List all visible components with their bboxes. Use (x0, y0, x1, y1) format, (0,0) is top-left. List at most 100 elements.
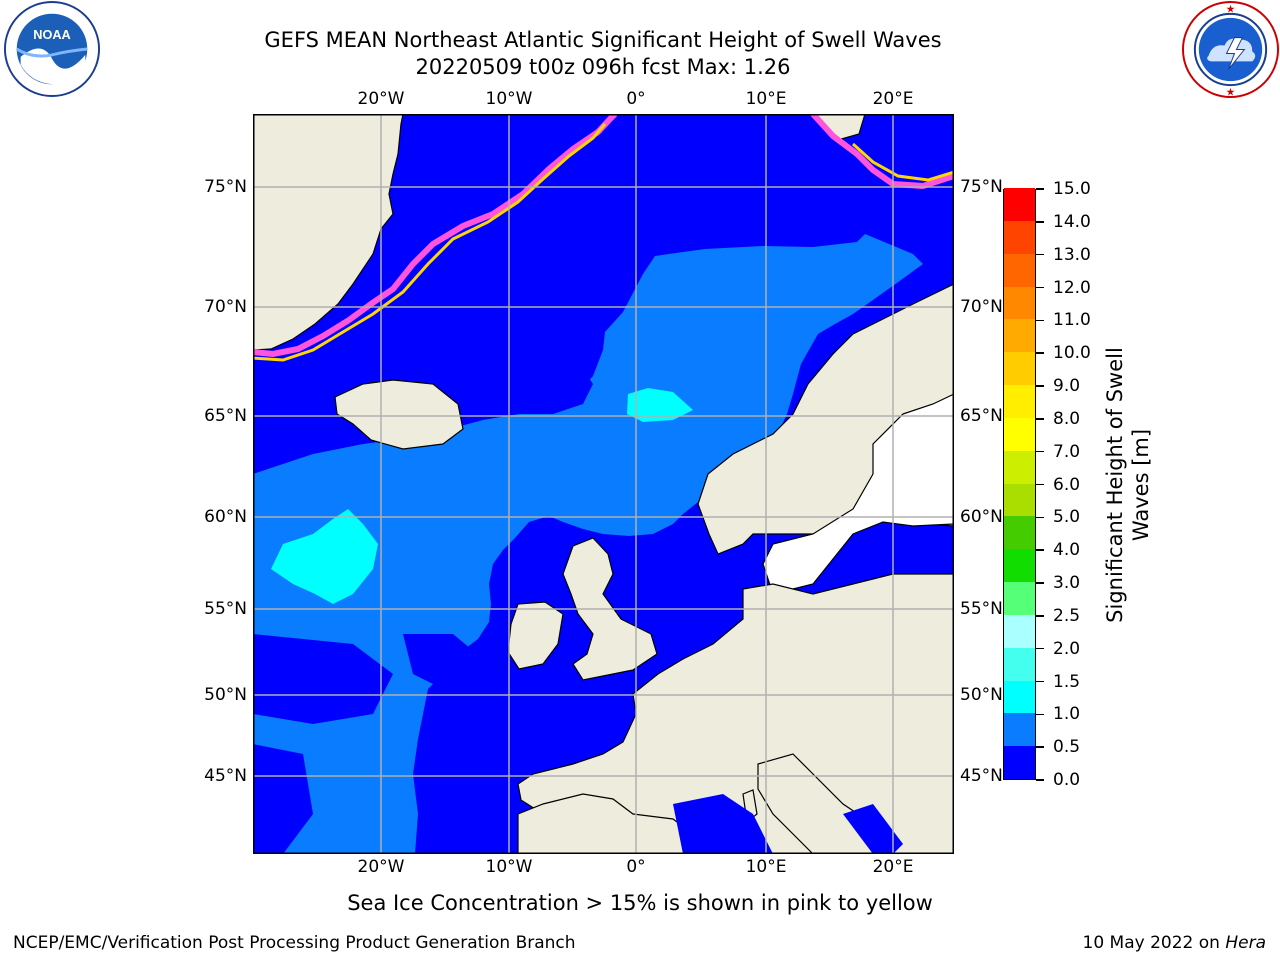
svg-text:★: ★ (1227, 4, 1236, 14)
lat-label-65n: 65°N (204, 406, 247, 426)
map-title: GEFS MEAN Northeast Atlantic Significant… (264, 28, 942, 52)
colorbar-tick-label: 9.0 (1053, 376, 1081, 396)
colorbar-tick-label: 1.5 (1053, 671, 1081, 692)
swell-0-0.5-patch (253, 634, 393, 724)
mediterranean-sea (673, 794, 773, 854)
colorbar-tick-mark (1036, 450, 1044, 453)
swell-1.0-1.5-patch (627, 388, 693, 422)
colorbar-segment (1004, 712, 1035, 747)
colorbar-tick-mark (1036, 286, 1044, 289)
colorbar-tick-label: 1.0 (1053, 704, 1081, 725)
footer-credit: NCEP/EMC/Verification Post Processing Pr… (13, 933, 576, 953)
lat-label-55n: 55°N (204, 599, 247, 619)
map-border (253, 114, 954, 854)
colorbar-tick-mark (1036, 319, 1044, 322)
colorbar-title: Significant Height of Swell Waves [m] (1103, 347, 1153, 623)
lat-label-60n-right: 60°N (960, 507, 1003, 527)
lon-label-20w-bottom: 20°W (357, 857, 405, 877)
iceland-land (334, 379, 464, 450)
lat-label-70n-right: 70°N (960, 297, 1003, 317)
colorbar-tick-mark (1036, 779, 1044, 781)
colorbar-segment (1004, 253, 1035, 287)
lon-label-20w-top: 20°W (357, 89, 405, 109)
swell-0-0.5-patch (253, 744, 313, 854)
swell-0-0.5-patch (503, 354, 593, 414)
colorbar-tick-label: 14.0 (1053, 211, 1091, 232)
swell-0-0.5-patch (403, 634, 483, 689)
colorbar-segment (1004, 581, 1035, 615)
lat-label-50n: 50°N (204, 685, 247, 705)
lat-label-45n: 45°N (204, 766, 247, 786)
greenland-land (253, 114, 404, 351)
colorbar-segment (1004, 220, 1035, 254)
lon-label-20e-bottom: 20°E (872, 857, 914, 877)
lon-label-20e-top: 20°E (872, 89, 914, 109)
sea-ice-greenland-edge (253, 114, 618, 358)
colorbar-segment (1004, 318, 1035, 353)
colorbar-tick-mark (1036, 253, 1044, 256)
colorbar-tick-label: 13.0 (1053, 244, 1091, 265)
lat-label-45n-right: 45°N (960, 766, 1003, 786)
colorbar-segment (1004, 745, 1035, 779)
colorbar-tick-mark (1036, 647, 1044, 650)
nws-logo: ★ ★ (1181, 0, 1280, 99)
colorbar-tick-label: 15.0 (1053, 179, 1091, 199)
colorbar-segment (1004, 450, 1035, 484)
colorbar-tick-mark (1036, 483, 1044, 486)
colorbar (1003, 187, 1036, 780)
swell-height-map (253, 114, 954, 854)
lat-label-55n-right: 55°N (960, 599, 1003, 619)
colorbar-tick-mark (1036, 680, 1044, 683)
lat-label-60n: 60°N (204, 507, 247, 527)
footer-host: Hera (1225, 933, 1266, 953)
baltic-water (762, 393, 954, 595)
colorbar-segment (1004, 483, 1035, 517)
colorbar-segment (1004, 187, 1035, 221)
lat-label-70n: 70°N (204, 297, 247, 317)
noaa-logo: NOAA (3, 0, 101, 98)
lon-label-10w-top: 10°W (485, 89, 533, 109)
colorbar-tick-mark (1036, 549, 1044, 551)
landmass-group (253, 114, 954, 854)
adriatic-sea (843, 804, 903, 854)
colorbar-segment (1004, 384, 1035, 418)
colorbar-tick-label: 3.0 (1053, 573, 1081, 593)
swell-0.5-1.0-region (253, 234, 923, 854)
colorbar-segment (1004, 548, 1035, 582)
colorbar-tick-mark (1036, 352, 1044, 354)
colorbar-tick-mark (1036, 418, 1044, 420)
colorbar-tick-mark (1036, 188, 1044, 190)
swell-1.0-1.5-patch (271, 509, 378, 604)
sea-ice-note: Sea Ice Concentration > 15% is shown in … (347, 891, 933, 915)
noaa-logo-text: NOAA (33, 27, 71, 42)
lat-label-65n-right: 65°N (960, 406, 1003, 426)
colorbar-segment (1004, 417, 1035, 451)
colorbar-segment (1004, 351, 1035, 385)
lon-label-0-bottom: 0° (626, 857, 646, 877)
colorbar-tick-mark (1036, 385, 1044, 387)
colorbar-tick-label: 12.0 (1053, 277, 1091, 298)
lon-label-10e-bottom: 10°E (745, 857, 787, 877)
map-canvas (253, 114, 954, 854)
colorbar-tick-mark (1036, 582, 1044, 584)
colorbar-segment (1004, 680, 1035, 714)
colorbar-tick-label: 2.0 (1053, 638, 1081, 659)
lat-label-75n: 75°N (204, 177, 247, 197)
svg-text:★: ★ (1227, 87, 1236, 97)
colorbar-segment (1004, 515, 1035, 550)
colorbar-tick-mark (1036, 713, 1044, 716)
lon-label-10e-top: 10°E (745, 89, 787, 109)
colorbar-tick-label: 0.5 (1053, 737, 1081, 758)
colorbar-tick-label: 10.0 (1053, 343, 1091, 364)
colorbar-tick-label: 0.0 (1053, 770, 1081, 790)
lon-label-0-top: 0° (626, 89, 646, 109)
colorbar-segment (1004, 647, 1035, 681)
italy-land (757, 753, 884, 854)
colorbar-tick-label: 4.0 (1053, 540, 1081, 561)
europe-land (517, 573, 954, 854)
footer-date: 10 May 2022 on Hera (1083, 933, 1267, 953)
sea-ice-edge (253, 114, 954, 362)
colorbar-tick-mark (1036, 516, 1044, 519)
forecast-subtitle: 20220509 t00z 096h fcst Max: 1.26 (415, 55, 791, 79)
colorbar-tick-mark (1036, 746, 1044, 748)
